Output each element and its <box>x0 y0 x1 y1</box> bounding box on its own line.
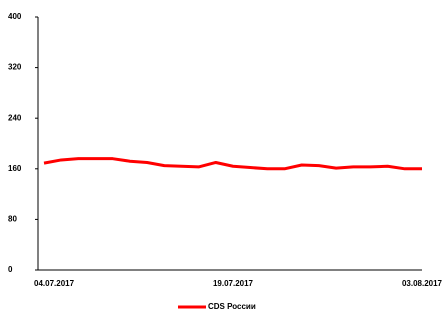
legend-label: CDS России <box>208 302 256 311</box>
y-tick-label: 160 <box>8 164 22 173</box>
y-tick-label: 240 <box>8 113 22 122</box>
y-tick-label: 320 <box>8 63 22 72</box>
y-tick-label: 400 <box>8 12 22 21</box>
x-tick-label: 19.07.2017 <box>213 279 254 288</box>
line-series <box>43 157 422 171</box>
y-tick-label: 0 <box>8 265 13 274</box>
x-tick-label: 04.07.2017 <box>34 279 75 288</box>
x-tick-label: 03.08.2017 <box>402 279 443 288</box>
y-tick-label: 80 <box>8 215 17 224</box>
